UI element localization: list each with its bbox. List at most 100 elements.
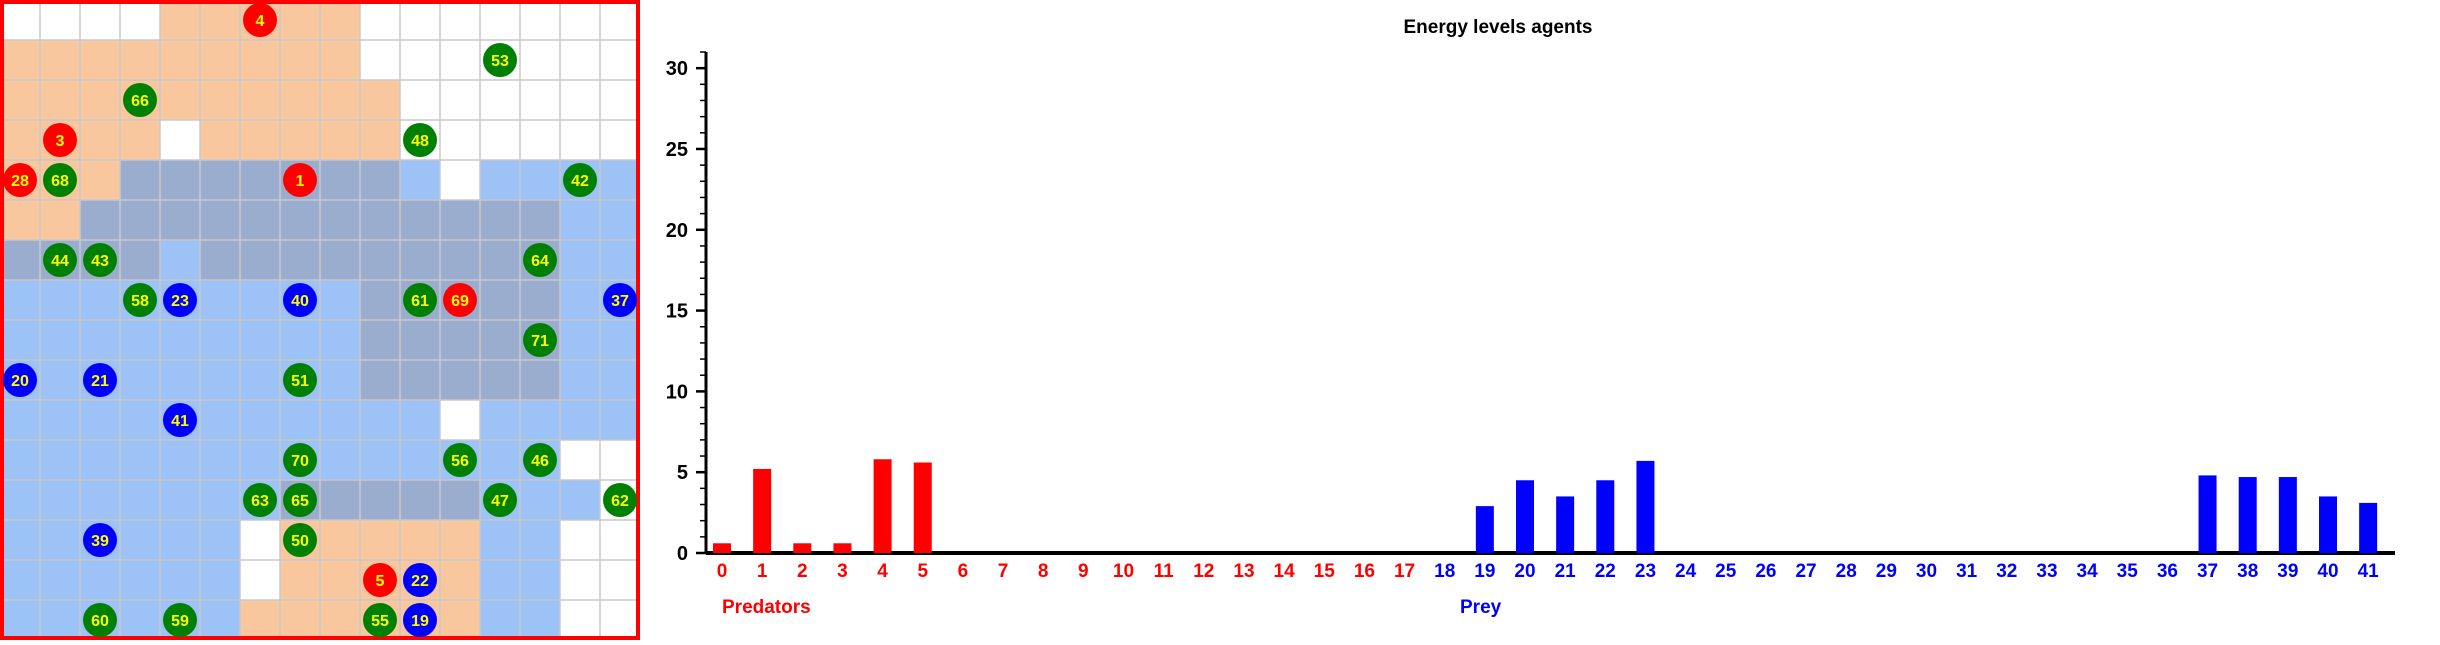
predator-zone-cell (0, 80, 40, 120)
x-tick-label: 3 (837, 561, 848, 582)
prey-zone-cell (400, 320, 440, 360)
agent-id-label: 61 (411, 293, 429, 310)
predator-agent (283, 163, 317, 197)
prey-energy-bar (1596, 480, 1615, 553)
x-tick-label: 4 (877, 561, 888, 582)
predator-zone-cell (40, 40, 80, 80)
agent-id-label: 37 (611, 293, 629, 310)
prey-agent (283, 283, 317, 317)
x-tick-label: 26 (1755, 561, 1776, 582)
agent-id-label: 19 (411, 613, 429, 630)
x-tick-label: 19 (1474, 561, 1495, 582)
prey-energy-bar (1516, 480, 1534, 553)
y-tick-label: 10 (666, 381, 688, 403)
agent-id-label: 66 (131, 93, 149, 110)
x-tick-label: 32 (1996, 561, 2017, 582)
x-tick-label: 9 (1078, 561, 1089, 582)
prey-zone-cell (160, 520, 200, 560)
predator-energy-bar (793, 543, 812, 553)
predator-zone-cell (200, 40, 240, 80)
x-tick-label: 21 (1555, 561, 1577, 582)
predator-zone-cell (360, 520, 400, 560)
predator-zone-cell (440, 520, 480, 560)
x-tick-label: 0 (717, 561, 728, 582)
predator-energy-bar (713, 543, 731, 553)
prey-zone-cell (280, 400, 320, 440)
predator-zone-cell (240, 120, 280, 160)
prey-zone-cell (320, 280, 360, 320)
predator-zone-cell (80, 120, 120, 160)
prey-zone-cell (440, 200, 480, 240)
x-tick-label: 17 (1394, 561, 1415, 582)
predator-zone-cell (320, 80, 360, 120)
plant-agent (283, 523, 317, 557)
predator-zone-cell (120, 120, 160, 160)
prey-zone-cell (360, 360, 400, 400)
predator-zone-cell (0, 200, 40, 240)
prey-zone-cell (400, 400, 440, 440)
prey-zone-cell (600, 360, 640, 400)
prey-zone-cell (480, 280, 520, 320)
prey-zone-cell (480, 360, 520, 400)
x-tick-label: 35 (2117, 561, 2139, 582)
predator-zone-cell (0, 120, 40, 160)
prey-zone-cell (200, 480, 240, 520)
prey-zone-cell (120, 480, 160, 520)
agent-id-label: 62 (611, 493, 629, 510)
prey-zone-cell (0, 280, 40, 320)
x-tick-label: 14 (1274, 561, 1296, 582)
prey-zone-cell (560, 360, 600, 400)
predator-zone-cell (80, 160, 120, 200)
prey-agent (3, 363, 37, 397)
prey-agent (83, 363, 117, 397)
prey-agent (163, 283, 197, 317)
x-tick-label: 11 (1154, 561, 1175, 582)
predator-zone-cell (80, 80, 120, 120)
plant-agent (403, 283, 437, 317)
predator-zone-cell (200, 120, 240, 160)
predator-energy-bar (753, 468, 772, 553)
prey-zone-cell (520, 520, 560, 560)
agent-id-label: 20 (11, 373, 29, 390)
prey-zone-cell (120, 400, 160, 440)
x-tick-label: 22 (1595, 561, 1616, 582)
prey-zone-cell (480, 520, 520, 560)
prey-zone-cell (320, 360, 360, 400)
agent-id-label: 60 (91, 613, 109, 630)
agent-id-label: 42 (571, 173, 589, 190)
prey-zone-cell (400, 480, 440, 520)
prey-zone-cell (240, 280, 280, 320)
prey-zone-cell (360, 400, 400, 440)
prey-zone-cell (160, 160, 200, 200)
x-tick-label: 34 (2077, 561, 2099, 582)
prey-zone-cell (600, 240, 640, 280)
prey-zone-cell (480, 160, 520, 200)
plant-agent (43, 163, 77, 197)
prey-zone-cell (200, 520, 240, 560)
prey-zone-cell (80, 400, 120, 440)
prey-zone-cell (480, 440, 520, 480)
x-tick-label: 5 (917, 561, 928, 582)
predator-zone-cell (160, 0, 200, 40)
prey-zone-cell (120, 520, 160, 560)
x-tick-label: 13 (1233, 561, 1254, 582)
prey-zone-cell (120, 600, 160, 640)
prey-agent (403, 563, 437, 597)
prey-zone-cell (80, 200, 120, 240)
x-tick-label: 38 (2237, 561, 2258, 582)
prey-zone-cell (320, 440, 360, 480)
plant-agent (603, 483, 637, 517)
agent-id-label: 22 (411, 573, 429, 590)
prey-zone-cell (520, 560, 560, 600)
x-tick-label: 12 (1193, 561, 1214, 582)
prey-zone-cell (120, 160, 160, 200)
prey-zone-cell (80, 480, 120, 520)
prey-zone-cell (560, 320, 600, 360)
prey-group-label: Prey (1460, 597, 1502, 618)
agent-id-label: 39 (91, 533, 109, 550)
predator-agent (363, 563, 397, 597)
x-tick-label: 36 (2157, 561, 2178, 582)
predator-zone-cell (120, 40, 160, 80)
predator-zone-cell (320, 40, 360, 80)
prey-energy-bar (2198, 475, 2217, 553)
